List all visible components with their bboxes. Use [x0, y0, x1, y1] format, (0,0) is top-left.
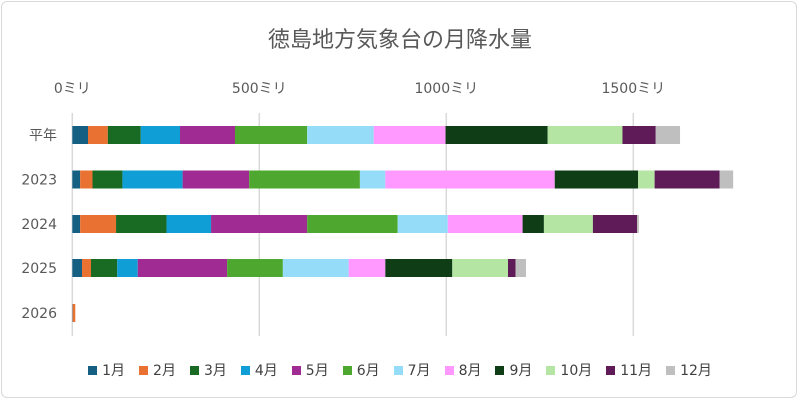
bar-segment	[80, 215, 117, 233]
legend-label: 4月	[254, 363, 278, 379]
legend-label: 7月	[407, 363, 431, 379]
legend-item: 4月	[240, 360, 278, 380]
bar-segment	[515, 259, 526, 277]
bar-segment	[348, 259, 386, 277]
legend-swatch	[546, 365, 556, 375]
bar-segment	[522, 215, 544, 233]
bar-segment	[655, 126, 681, 144]
bar-segment	[116, 215, 167, 233]
legend-label: 6月	[356, 363, 380, 379]
category-label: 2025	[21, 261, 57, 277]
legend-swatch	[291, 365, 301, 375]
bar-segment	[638, 170, 655, 189]
bar-segment	[385, 259, 453, 277]
category-label: 2023	[21, 173, 57, 189]
legend-swatch	[88, 365, 98, 375]
legend-item: 5月	[291, 360, 329, 380]
bar-segment	[88, 126, 108, 144]
bar-segment	[554, 170, 639, 189]
bar-segment	[107, 126, 141, 144]
category-label: 平年	[29, 128, 57, 144]
bar-segment	[307, 126, 374, 144]
bar-segment	[72, 215, 81, 233]
category-label: 2026	[21, 306, 57, 322]
bar-segment	[82, 259, 91, 277]
legend-item: 12月	[666, 360, 712, 380]
legend-item: 9月	[495, 360, 532, 380]
bar-segment	[307, 215, 398, 233]
bar-segment	[592, 215, 638, 233]
legend-item: 10月	[546, 360, 592, 380]
bar-segment	[282, 259, 349, 277]
legend-item: 6月	[342, 360, 380, 380]
bar-segment	[234, 126, 308, 144]
legend-swatch	[666, 365, 676, 375]
bar-segment	[72, 259, 83, 277]
bar-segment	[117, 259, 138, 277]
bar-segment	[227, 259, 283, 277]
bar-segment	[654, 170, 720, 189]
legend-swatch	[606, 365, 616, 375]
bar-segment	[72, 304, 76, 322]
bar-segment	[547, 126, 623, 144]
bar-segment	[211, 215, 308, 233]
legend-item: 7月	[393, 360, 431, 380]
bar-segment	[447, 215, 523, 233]
bar-segment	[122, 170, 183, 189]
legend-label: 3月	[203, 363, 227, 379]
bar-segment	[180, 126, 235, 144]
x-tick-label: 500ミリ	[232, 81, 287, 97]
legend-item: 11月	[606, 360, 652, 380]
bar-segment	[249, 170, 360, 189]
legend-swatch	[342, 365, 352, 375]
bar-segment	[91, 259, 118, 277]
bar-segment	[543, 215, 593, 233]
legend-label: 11月	[620, 363, 653, 379]
legend-item: 3月	[189, 360, 227, 380]
bar-segment	[385, 170, 555, 189]
bar-segment	[637, 215, 639, 233]
bar-segment	[397, 215, 448, 233]
legend-item: 1月	[88, 360, 125, 380]
bar-segment	[719, 170, 734, 189]
x-tick-label: 1000ミリ	[414, 81, 478, 97]
bar-segment	[508, 259, 516, 277]
bar-segment	[622, 126, 656, 144]
legend-label: 1月	[102, 363, 126, 379]
legend-swatch	[393, 365, 403, 375]
bar-segment	[182, 170, 250, 189]
legend-swatch	[139, 365, 149, 375]
bar-segment	[72, 170, 81, 189]
x-tick-label: 1500ミリ	[601, 81, 665, 97]
chart-title: 徳島地方気象台の月降水量	[267, 28, 532, 53]
legend-label: 9月	[509, 363, 533, 379]
category-label: 2024	[21, 217, 57, 233]
bar-segment	[140, 126, 181, 144]
legend-item: 2月	[139, 360, 176, 380]
bar-segment	[445, 126, 548, 144]
legend-item: 8月	[444, 360, 482, 380]
bar-segment	[72, 126, 89, 144]
bar-segment	[359, 170, 386, 189]
legend-label: 12月	[680, 363, 712, 379]
legend-swatch	[189, 365, 199, 375]
legend-label: 8月	[458, 363, 482, 379]
bar-segment	[80, 170, 93, 189]
bar-segment	[137, 259, 228, 277]
legend-label: 10月	[560, 363, 593, 379]
bar-segment	[166, 215, 212, 233]
bar-segment	[373, 126, 446, 144]
legend-label: 5月	[305, 363, 329, 379]
legend-swatch	[240, 365, 250, 375]
bar-segment	[452, 259, 509, 277]
legend-label: 2月	[153, 363, 176, 379]
bar-segment	[92, 170, 123, 189]
legend-swatch	[444, 365, 454, 375]
legend: 1月 2月 3月 4月 5月 6月 7月 8月 9月 10月 11月 12月	[0, 360, 800, 380]
legend-swatch	[495, 365, 505, 375]
x-tick-label: 0ミリ	[54, 81, 91, 97]
